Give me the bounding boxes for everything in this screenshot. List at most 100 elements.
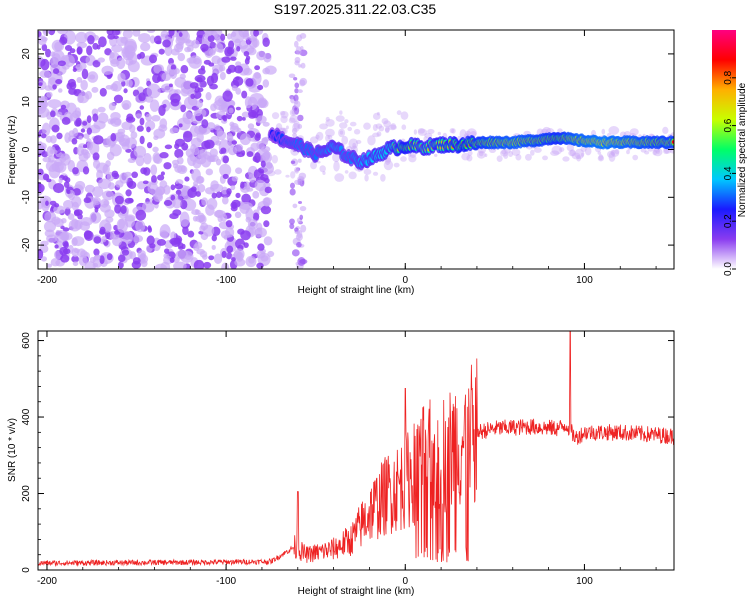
noise-speck <box>511 148 521 156</box>
noise-speck <box>158 104 166 116</box>
noise-speck <box>245 208 254 221</box>
noise-speck <box>262 67 271 75</box>
noise-speck <box>114 204 122 214</box>
noise-speck <box>130 131 138 139</box>
noise-speck <box>263 236 273 246</box>
noise-speck <box>451 128 456 134</box>
noise-speck <box>38 35 47 46</box>
noise-speck <box>172 198 182 209</box>
noise-speck <box>315 131 324 141</box>
noise-speck <box>290 171 296 179</box>
noise-speck <box>82 166 90 175</box>
noise-speck <box>367 135 376 146</box>
noise-speck <box>229 121 235 127</box>
snr-panel: -200 -100 0 100 0 200 400 600 Height of straig… <box>7 330 675 597</box>
noise-speck <box>226 188 232 195</box>
page-title: S197.2025.311.22.03.C35 <box>273 1 437 17</box>
noise-speck <box>56 111 63 118</box>
noise-speck <box>71 137 78 145</box>
noise-speck <box>159 152 169 159</box>
noise-speck <box>234 248 245 260</box>
noise-speck <box>151 114 161 122</box>
noise-speck <box>92 152 100 161</box>
noise-speck <box>608 126 620 135</box>
x-tick-label: -200 <box>37 576 57 587</box>
noise-speck <box>550 150 560 156</box>
noise-speck <box>121 249 130 256</box>
noise-speck <box>38 107 50 118</box>
noise-speck <box>97 106 106 113</box>
noise-speck <box>240 181 245 189</box>
noise-speck <box>262 121 270 127</box>
noise-speck <box>228 146 238 156</box>
noise-speck <box>380 173 386 182</box>
noise-speck <box>221 115 227 120</box>
noise-speck <box>198 230 204 235</box>
noise-speck <box>50 258 61 267</box>
noise-speck <box>60 104 67 110</box>
noise-speck <box>107 33 116 40</box>
noise-speck <box>297 114 304 122</box>
noise-speck <box>82 120 88 126</box>
noise-speck <box>363 168 372 175</box>
noise-speck <box>76 76 83 83</box>
noise-speck <box>50 110 56 118</box>
noise-speck <box>63 199 74 210</box>
noise-speck <box>372 112 381 120</box>
noise-speck <box>200 43 209 52</box>
noise-speck <box>571 152 581 160</box>
noise-speck <box>378 125 385 132</box>
noise-speck <box>170 184 176 191</box>
noise-speck <box>245 78 254 87</box>
noise-speck <box>393 162 400 168</box>
snr-x-axis: -200 -100 0 100 <box>37 331 657 587</box>
noise-speck <box>77 91 90 104</box>
noise-speck <box>168 83 173 88</box>
noise-speck <box>246 187 254 192</box>
noise-speck <box>375 123 383 129</box>
noise-speck <box>213 253 223 265</box>
y-tick-label: 10 <box>21 96 32 108</box>
noise-speck <box>159 224 171 239</box>
noise-speck <box>610 149 616 156</box>
noise-speck <box>417 127 425 134</box>
noise-speck <box>629 128 639 136</box>
noise-speck <box>225 220 233 228</box>
noise-speck <box>182 111 194 125</box>
noise-speck <box>228 40 235 50</box>
noise-speck <box>290 160 296 165</box>
noise-speck <box>220 147 227 154</box>
noise-speck <box>135 209 147 221</box>
noise-speck <box>208 62 215 67</box>
noise-speck <box>215 158 222 166</box>
noise-speck <box>93 248 100 256</box>
noise-speck <box>54 203 60 208</box>
noise-speck <box>139 105 145 110</box>
noise-speck <box>121 48 130 58</box>
noise-speck <box>152 73 161 84</box>
noise-speck <box>221 250 227 258</box>
noise-speck <box>112 236 123 247</box>
noise-speck <box>153 135 159 141</box>
noise-speck <box>111 30 121 36</box>
noise-speck <box>94 206 99 213</box>
noise-speck <box>62 227 70 232</box>
noise-speck <box>195 100 203 109</box>
noise-speck <box>161 72 172 82</box>
noise-speck <box>155 40 162 45</box>
y-tick-label: -10 <box>21 190 32 205</box>
noise-speck <box>501 150 507 155</box>
colorbar-gradient <box>712 30 736 269</box>
noise-speck <box>632 154 639 161</box>
noise-speck <box>297 89 303 94</box>
noise-speck <box>252 190 260 199</box>
noise-speck <box>280 115 288 124</box>
noise-speck <box>156 238 167 246</box>
noise-speck <box>257 97 268 108</box>
colorbar: 0.0 0.2 0.4 0.6 0.8 Normalized spectral ampl… <box>712 30 748 276</box>
colorbar-tick-label: 0.2 <box>723 214 734 228</box>
noise-speck <box>124 38 137 52</box>
noise-speck <box>252 71 262 85</box>
noise-speck <box>227 64 237 73</box>
noise-speck <box>524 153 532 161</box>
